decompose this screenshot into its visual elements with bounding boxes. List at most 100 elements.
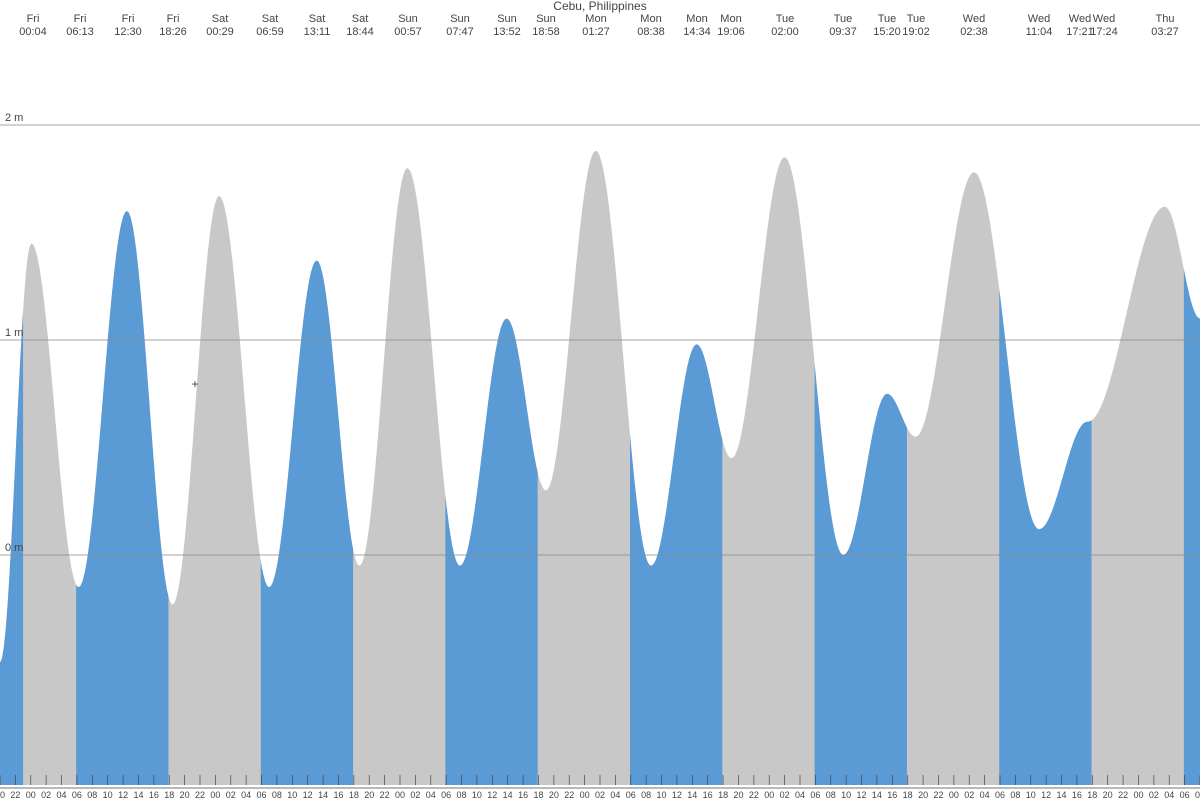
x-tick-label: 04 <box>241 790 251 800</box>
extrema-time-label: 19:02 <box>902 26 930 38</box>
extrema-time-label: 12:30 <box>114 26 142 38</box>
x-tick-label: 18 <box>903 790 913 800</box>
x-tick-label: 06 <box>257 790 267 800</box>
x-tick-label: 18 <box>1087 790 1097 800</box>
x-tick-label: 20 <box>0 790 5 800</box>
tide-chart: 0 m1 m2 m2022000204060810121416182022000… <box>0 0 1200 800</box>
x-tick-label: 12 <box>118 790 128 800</box>
extrema-time-label: 00:04 <box>19 26 47 38</box>
x-tick-label: 02 <box>964 790 974 800</box>
x-tick-label: 08 <box>87 790 97 800</box>
x-tick-label: 14 <box>687 790 697 800</box>
x-tick-label: 22 <box>10 790 20 800</box>
x-tick-label: 18 <box>533 790 543 800</box>
x-tick-label: 04 <box>610 790 620 800</box>
x-tick-label: 18 <box>349 790 359 800</box>
x-tick-label: 20 <box>364 790 374 800</box>
x-tick-label: 22 <box>933 790 943 800</box>
x-tick-label: 06 <box>995 790 1005 800</box>
extrema-time-label: 11:04 <box>1026 26 1053 38</box>
x-tick-label: 20 <box>1103 790 1113 800</box>
extrema-time-label: 00:57 <box>394 26 422 38</box>
chart-svg: 0 m1 m2 m2022000204060810121416182022000… <box>0 0 1200 800</box>
x-tick-label: 12 <box>1041 790 1051 800</box>
extrema-day-label: Wed <box>1093 13 1115 25</box>
extrema-day-label: Mon <box>640 13 661 25</box>
tide-area-day-7 <box>1184 269 1200 785</box>
x-tick-label: 00 <box>764 790 774 800</box>
extrema-day-label: Sat <box>352 13 369 25</box>
x-tick-label: 00 <box>949 790 959 800</box>
x-tick-label: 10 <box>287 790 297 800</box>
extrema-time-label: 18:26 <box>159 26 187 38</box>
extrema-day-label: Tue <box>834 13 853 25</box>
y-axis-label: 0 m <box>5 542 23 554</box>
x-tick-label: 06 <box>441 790 451 800</box>
extrema-time-label: 06:59 <box>256 26 284 38</box>
x-tick-label: 02 <box>41 790 51 800</box>
extrema-day-label: Sun <box>398 13 418 25</box>
extrema-day-label: Wed <box>963 13 985 25</box>
y-axis-label: 1 m <box>5 327 23 339</box>
tide-area-day-2 <box>261 260 353 785</box>
x-tick-label: 16 <box>518 790 528 800</box>
extrema-time-label: 13:52 <box>493 26 521 38</box>
extrema-day-label: Sat <box>212 13 229 25</box>
x-tick-label: 06 <box>72 790 82 800</box>
extrema-time-label: 01:27 <box>582 26 610 38</box>
x-tick-label: 20 <box>733 790 743 800</box>
x-tick-label: 18 <box>718 790 728 800</box>
x-tick-label: 10 <box>1026 790 1036 800</box>
extrema-day-label: Sun <box>497 13 517 25</box>
extrema-time-label: 14:34 <box>683 26 711 38</box>
x-tick-label: 12 <box>857 790 867 800</box>
x-tick-label: 22 <box>380 790 390 800</box>
x-tick-label: 10 <box>657 790 667 800</box>
x-tick-label: 02 <box>780 790 790 800</box>
x-tick-label: 20 <box>549 790 559 800</box>
x-tick-label: 04 <box>57 790 67 800</box>
extrema-time-label: 09:37 <box>829 26 857 38</box>
x-tick-label: 18 <box>164 790 174 800</box>
extrema-day-label: Sat <box>309 13 326 25</box>
extrema-day-label: Sat <box>262 13 279 25</box>
tide-area-day-4 <box>630 344 722 785</box>
tide-area-day-5 <box>815 364 907 785</box>
x-tick-label: 08 <box>457 790 467 800</box>
extrema-time-label: 18:58 <box>532 26 560 38</box>
extrema-day-label: Fri <box>122 13 135 25</box>
x-tick-label: 08 <box>272 790 282 800</box>
extrema-time-label: 18:44 <box>346 26 374 38</box>
extrema-day-label: Mon <box>686 13 707 25</box>
x-tick-label: 14 <box>318 790 328 800</box>
x-tick-label: 08 <box>826 790 836 800</box>
extrema-day-label: Fri <box>74 13 87 25</box>
x-tick-label: 22 <box>564 790 574 800</box>
extrema-time-label: 07:47 <box>446 26 474 38</box>
extrema-day-label: Fri <box>167 13 180 25</box>
x-tick-label: 00 <box>26 790 36 800</box>
x-tick-label: 10 <box>103 790 113 800</box>
x-tick-label: 22 <box>195 790 205 800</box>
x-tick-label: 16 <box>149 790 159 800</box>
x-tick-label: 16 <box>887 790 897 800</box>
extrema-time-label: 15:20 <box>873 26 901 38</box>
x-tick-label: 22 <box>1118 790 1128 800</box>
x-tick-label: 00 <box>395 790 405 800</box>
extrema-time-label: 06:13 <box>66 26 94 38</box>
x-tick-label: 14 <box>872 790 882 800</box>
x-tick-label: 02 <box>410 790 420 800</box>
extrema-day-label: Sun <box>450 13 470 25</box>
x-tick-label: 04 <box>426 790 436 800</box>
x-tick-label: 02 <box>595 790 605 800</box>
x-tick-label: 02 <box>1149 790 1159 800</box>
x-tick-label: 20 <box>180 790 190 800</box>
extrema-day-label: Wed <box>1069 13 1091 25</box>
x-tick-label: 22 <box>749 790 759 800</box>
x-tick-label: 14 <box>133 790 143 800</box>
extrema-time-label: 17:24 <box>1090 26 1118 38</box>
x-tick-label: 16 <box>1072 790 1082 800</box>
extrema-day-label: Tue <box>878 13 897 25</box>
extrema-time-label: 13:11 <box>304 26 331 38</box>
x-tick-label: 16 <box>703 790 713 800</box>
